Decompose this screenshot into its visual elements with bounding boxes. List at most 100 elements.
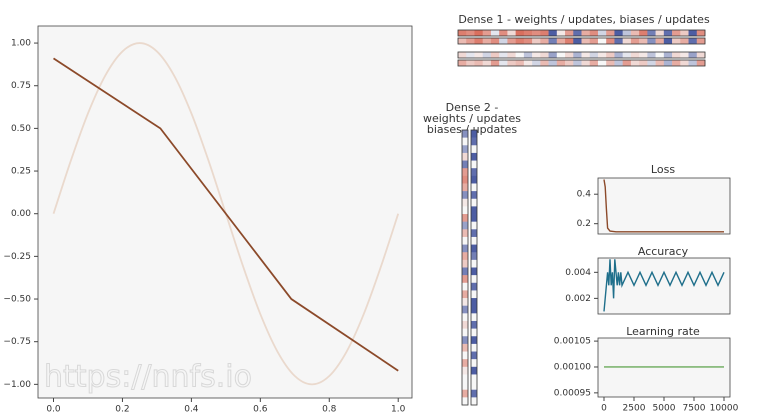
heat-cell <box>622 38 632 44</box>
y-tick-label: 0.002 <box>565 294 591 304</box>
heat-cell <box>471 252 477 261</box>
heat-cell <box>672 38 681 44</box>
heat-cell <box>462 313 468 322</box>
heat-cell <box>466 38 475 44</box>
heat-cell <box>462 168 468 177</box>
heat-cell <box>647 38 656 44</box>
x-tick-label: 0.2 <box>115 405 129 415</box>
heat-cell <box>462 374 468 383</box>
heat-cell <box>655 38 665 44</box>
series-line <box>53 57 399 372</box>
heat-cell <box>639 52 648 58</box>
heat-cell <box>462 328 468 337</box>
heat-cell <box>471 244 477 253</box>
y-tick-label: 0.25 <box>11 167 31 177</box>
heat-cell <box>462 244 468 253</box>
heat-cell <box>663 38 673 44</box>
heat-cell <box>581 52 591 58</box>
heat-cell <box>474 38 483 44</box>
heat-cell <box>663 30 673 36</box>
heat-cell <box>499 52 508 58</box>
heat-cell <box>540 52 549 58</box>
heat-cell <box>565 38 574 44</box>
heat-cell <box>548 38 558 44</box>
heat-cell <box>688 30 698 36</box>
heat-cell <box>507 60 516 66</box>
heat-cell <box>462 191 468 200</box>
heat-cell <box>606 52 615 58</box>
heat-cell <box>490 30 500 36</box>
heat-cell <box>556 60 566 66</box>
heat-frame <box>461 129 469 406</box>
heat-cell <box>499 38 508 44</box>
heat-cell <box>639 30 648 36</box>
heat-cell <box>462 351 468 360</box>
heat-cell <box>606 60 615 66</box>
y-tick-label: 0.75 <box>11 81 31 91</box>
heat-cell <box>471 175 477 184</box>
heat-cell <box>458 30 467 36</box>
heat-cell <box>471 160 477 169</box>
heat-cell <box>647 30 656 36</box>
heat-cell <box>471 336 477 345</box>
heat-cell <box>565 52 574 58</box>
heat-cell <box>688 60 698 66</box>
heat-cell <box>639 60 648 66</box>
heat-cell <box>462 382 468 391</box>
heat-cell <box>573 38 582 44</box>
heat-cell <box>614 30 623 36</box>
heat-cell <box>540 38 549 44</box>
heat-cell <box>622 30 632 36</box>
heat-cell <box>548 60 558 66</box>
heat-cell <box>471 382 477 391</box>
heat-cell <box>688 38 698 44</box>
heat-cell <box>471 282 477 291</box>
chart-title: weights / updates <box>423 112 521 125</box>
heat-cell <box>630 60 640 66</box>
heat-cell <box>474 60 483 66</box>
heat-cell <box>471 374 477 383</box>
heat-cell <box>474 30 483 36</box>
heat-cell <box>462 389 468 398</box>
y-tick-label: 0.00095 <box>554 388 591 398</box>
heat-cell <box>471 328 477 337</box>
heat-cell <box>630 38 640 44</box>
heat-cell <box>630 30 640 36</box>
heat-cell <box>523 60 533 66</box>
heat-cell <box>471 351 477 360</box>
heat-frame <box>457 59 706 67</box>
heat-cell <box>490 38 500 44</box>
heat-cell <box>471 221 477 230</box>
heat-cell <box>573 52 582 58</box>
heat-cell <box>490 52 500 58</box>
heat-cell <box>589 38 599 44</box>
heat-cell <box>462 267 468 276</box>
heat-cell <box>462 221 468 230</box>
heat-cell <box>614 38 623 44</box>
x-tick-label: 0.6 <box>253 405 268 415</box>
heat-cell <box>462 275 468 284</box>
heat-cell <box>462 214 468 222</box>
heat-cell <box>471 275 477 284</box>
heat-cell <box>462 397 468 406</box>
heat-cell <box>523 38 533 44</box>
heat-cell <box>622 52 632 58</box>
heat-cell <box>688 52 698 58</box>
heat-cell <box>507 38 516 44</box>
heat-frame <box>457 37 706 45</box>
y-tick-label: −0.50 <box>3 295 31 305</box>
heat-cell <box>471 137 477 146</box>
heat-cell <box>532 30 541 36</box>
chart-title: Dense 1 - weights / updates, biases / up… <box>458 13 710 26</box>
heat-cell <box>589 30 599 36</box>
heat-cell <box>523 30 533 36</box>
heat-cell <box>548 30 558 36</box>
heat-cell <box>515 30 525 36</box>
heat-cell <box>680 30 689 36</box>
heat-cell <box>462 320 468 329</box>
y-tick-label: 0.00100 <box>554 362 591 372</box>
heat-cell <box>532 38 541 44</box>
heat-cell <box>471 320 477 329</box>
heat-cell <box>462 236 468 245</box>
